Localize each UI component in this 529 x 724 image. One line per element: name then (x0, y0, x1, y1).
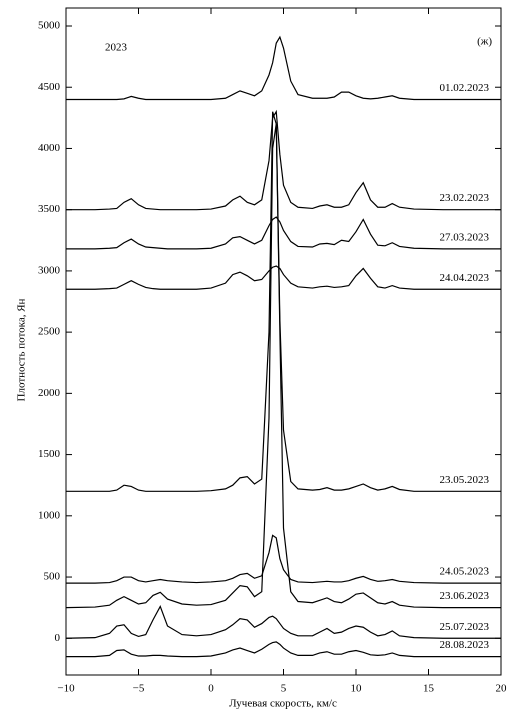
y-tick-label: 5000 (38, 20, 61, 32)
y-tick-label: 4000 (38, 142, 61, 154)
y-tick-label: 0 (55, 632, 61, 644)
series-label: 24.04.2023 (440, 272, 490, 284)
annotation: (ж) (477, 36, 492, 48)
plot-frame (65, 7, 502, 676)
y-axis-title: Плотность потока, Ян (16, 298, 28, 401)
y-tick-label: 1000 (38, 509, 61, 521)
x-tick-label: 0 (208, 683, 214, 695)
spectrum-line (66, 265, 501, 290)
series-label: 27.03.2023 (440, 231, 490, 243)
series-label: 01.02.2023 (440, 82, 490, 94)
spectrum-line (66, 641, 501, 658)
spectrum-line (66, 534, 501, 584)
y-tick-label: 3000 (38, 264, 61, 276)
spectrum-line (66, 109, 501, 211)
y-tick-label: 3500 (38, 203, 61, 215)
spectrum-line (65, 604, 501, 639)
x-tick-label: 20 (496, 683, 508, 695)
spectrum-line (66, 111, 501, 492)
series-label: 25.07.2023 (440, 621, 490, 633)
y-tick-label: 2000 (38, 387, 61, 399)
series-label: 23.02.2023 (440, 192, 490, 204)
annotation: 2023 (105, 42, 128, 54)
y-tick-label: 4500 (38, 81, 61, 93)
x-tick-label: 10 (351, 683, 363, 695)
y-tick-label: 1500 (38, 448, 61, 460)
x-tick-label: 5 (281, 683, 287, 695)
x-tick-label: 15 (423, 683, 435, 695)
y-tick-label: 500 (44, 571, 61, 583)
series-label: 23.06.2023 (440, 590, 490, 602)
series-label: 28.08.2023 (440, 639, 490, 651)
spectrum-line (66, 35, 501, 101)
spectrum-line (65, 123, 501, 609)
x-tick-label: −10 (57, 683, 75, 695)
series-label: 23.05.2023 (440, 474, 490, 486)
x-axis-title: Лучевая скорость, км/с (229, 698, 337, 710)
series-label: 24.05.2023 (440, 566, 490, 578)
spectrum-line (66, 216, 501, 250)
y-tick-label: 2500 (38, 326, 61, 338)
x-tick-label: −5 (133, 683, 145, 695)
